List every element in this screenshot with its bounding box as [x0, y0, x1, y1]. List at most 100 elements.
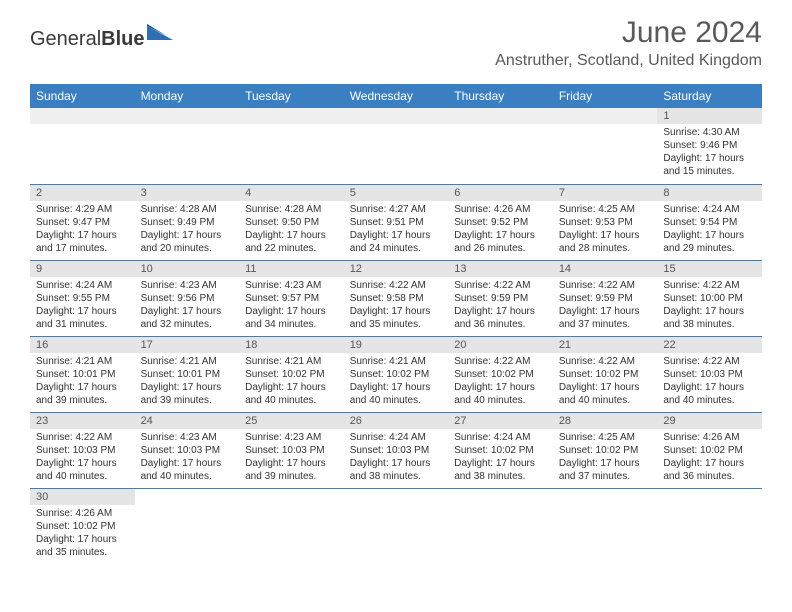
day-number: 19 — [344, 337, 449, 353]
day-details: Sunrise: 4:22 AMSunset: 9:59 PMDaylight:… — [553, 277, 658, 335]
page-header: GeneralBlue June 2024 Anstruther, Scotla… — [0, 0, 792, 74]
calendar-body: 1Sunrise: 4:30 AMSunset: 9:46 PMDaylight… — [30, 108, 762, 564]
location-subtitle: Anstruther, Scotland, United Kingdom — [495, 52, 762, 70]
day-number: 6 — [448, 185, 553, 201]
calendar-cell: 1Sunrise: 4:30 AMSunset: 9:46 PMDaylight… — [657, 108, 762, 184]
day-header: Monday — [135, 84, 240, 108]
empty-day-num — [344, 108, 449, 124]
day-number: 24 — [135, 413, 240, 429]
calendar-cell: 4Sunrise: 4:28 AMSunset: 9:50 PMDaylight… — [239, 184, 344, 260]
calendar-cell: 15Sunrise: 4:22 AMSunset: 10:00 PMDaylig… — [657, 260, 762, 336]
calendar-cell: 30Sunrise: 4:26 AMSunset: 10:02 PMDaylig… — [30, 488, 135, 564]
day-details: Sunrise: 4:29 AMSunset: 9:47 PMDaylight:… — [30, 201, 135, 259]
day-number: 11 — [239, 261, 344, 277]
calendar-cell: 28Sunrise: 4:25 AMSunset: 10:02 PMDaylig… — [553, 412, 658, 488]
day-number: 13 — [448, 261, 553, 277]
day-details: Sunrise: 4:30 AMSunset: 9:46 PMDaylight:… — [657, 124, 762, 182]
day-number: 21 — [553, 337, 658, 353]
day-number: 22 — [657, 337, 762, 353]
calendar-cell: 24Sunrise: 4:23 AMSunset: 10:03 PMDaylig… — [135, 412, 240, 488]
calendar-week: 30Sunrise: 4:26 AMSunset: 10:02 PMDaylig… — [30, 488, 762, 564]
day-details: Sunrise: 4:24 AMSunset: 10:02 PMDaylight… — [448, 429, 553, 487]
day-number: 9 — [30, 261, 135, 277]
brand-flag-icon — [147, 24, 173, 45]
calendar-week: 1Sunrise: 4:30 AMSunset: 9:46 PMDaylight… — [30, 108, 762, 184]
calendar-cell: 6Sunrise: 4:26 AMSunset: 9:52 PMDaylight… — [448, 184, 553, 260]
day-details: Sunrise: 4:28 AMSunset: 9:49 PMDaylight:… — [135, 201, 240, 259]
day-header: Wednesday — [344, 84, 449, 108]
day-header: Tuesday — [239, 84, 344, 108]
day-number: 20 — [448, 337, 553, 353]
calendar-cell: 2Sunrise: 4:29 AMSunset: 9:47 PMDaylight… — [30, 184, 135, 260]
empty-day-num — [448, 108, 553, 124]
day-details: Sunrise: 4:26 AMSunset: 9:52 PMDaylight:… — [448, 201, 553, 259]
day-details: Sunrise: 4:28 AMSunset: 9:50 PMDaylight:… — [239, 201, 344, 259]
day-details: Sunrise: 4:27 AMSunset: 9:51 PMDaylight:… — [344, 201, 449, 259]
day-details: Sunrise: 4:24 AMSunset: 9:54 PMDaylight:… — [657, 201, 762, 259]
calendar-cell: 9Sunrise: 4:24 AMSunset: 9:55 PMDaylight… — [30, 260, 135, 336]
empty-day-num — [30, 108, 135, 124]
day-details: Sunrise: 4:26 AMSunset: 10:02 PMDaylight… — [657, 429, 762, 487]
day-details: Sunrise: 4:24 AMSunset: 9:55 PMDaylight:… — [30, 277, 135, 335]
day-number: 3 — [135, 185, 240, 201]
calendar-cell: 29Sunrise: 4:26 AMSunset: 10:02 PMDaylig… — [657, 412, 762, 488]
day-header: Thursday — [448, 84, 553, 108]
day-details: Sunrise: 4:21 AMSunset: 10:01 PMDaylight… — [135, 353, 240, 411]
day-number: 1 — [657, 108, 762, 124]
calendar-cell: 5Sunrise: 4:27 AMSunset: 9:51 PMDaylight… — [344, 184, 449, 260]
calendar-cell: 21Sunrise: 4:22 AMSunset: 10:02 PMDaylig… — [553, 336, 658, 412]
day-header: Sunday — [30, 84, 135, 108]
title-block: June 2024 Anstruther, Scotland, United K… — [495, 16, 762, 70]
day-details: Sunrise: 4:23 AMSunset: 10:03 PMDaylight… — [239, 429, 344, 487]
day-details: Sunrise: 4:22 AMSunset: 10:03 PMDaylight… — [657, 353, 762, 411]
day-number: 15 — [657, 261, 762, 277]
day-number: 8 — [657, 185, 762, 201]
day-details: Sunrise: 4:25 AMSunset: 9:53 PMDaylight:… — [553, 201, 658, 259]
day-details: Sunrise: 4:23 AMSunset: 10:03 PMDaylight… — [135, 429, 240, 487]
calendar-cell: 11Sunrise: 4:23 AMSunset: 9:57 PMDayligh… — [239, 260, 344, 336]
day-header: Saturday — [657, 84, 762, 108]
calendar-cell: 7Sunrise: 4:25 AMSunset: 9:53 PMDaylight… — [553, 184, 658, 260]
calendar-cell — [239, 488, 344, 564]
calendar-cell: 3Sunrise: 4:28 AMSunset: 9:49 PMDaylight… — [135, 184, 240, 260]
calendar-cell — [448, 488, 553, 564]
day-details: Sunrise: 4:23 AMSunset: 9:56 PMDaylight:… — [135, 277, 240, 335]
day-number: 7 — [553, 185, 658, 201]
day-number: 10 — [135, 261, 240, 277]
calendar-cell — [30, 108, 135, 184]
calendar-cell — [553, 108, 658, 184]
calendar-week: 23Sunrise: 4:22 AMSunset: 10:03 PMDaylig… — [30, 412, 762, 488]
calendar-cell: 26Sunrise: 4:24 AMSunset: 10:03 PMDaylig… — [344, 412, 449, 488]
calendar-week: 16Sunrise: 4:21 AMSunset: 10:01 PMDaylig… — [30, 336, 762, 412]
calendar-week: 9Sunrise: 4:24 AMSunset: 9:55 PMDaylight… — [30, 260, 762, 336]
calendar-cell: 13Sunrise: 4:22 AMSunset: 9:59 PMDayligh… — [448, 260, 553, 336]
calendar-cell: 12Sunrise: 4:22 AMSunset: 9:58 PMDayligh… — [344, 260, 449, 336]
calendar-cell: 20Sunrise: 4:22 AMSunset: 10:02 PMDaylig… — [448, 336, 553, 412]
brand-text: GeneralBlue — [30, 28, 145, 51]
calendar-cell: 8Sunrise: 4:24 AMSunset: 9:54 PMDaylight… — [657, 184, 762, 260]
day-number: 16 — [30, 337, 135, 353]
calendar-week: 2Sunrise: 4:29 AMSunset: 9:47 PMDaylight… — [30, 184, 762, 260]
day-number: 27 — [448, 413, 553, 429]
day-details: Sunrise: 4:23 AMSunset: 9:57 PMDaylight:… — [239, 277, 344, 335]
day-number: 2 — [30, 185, 135, 201]
day-number: 29 — [657, 413, 762, 429]
calendar-cell — [448, 108, 553, 184]
calendar-cell — [657, 488, 762, 564]
empty-day-num — [239, 108, 344, 124]
day-number: 12 — [344, 261, 449, 277]
calendar-cell: 22Sunrise: 4:22 AMSunset: 10:03 PMDaylig… — [657, 336, 762, 412]
day-details: Sunrise: 4:21 AMSunset: 10:02 PMDaylight… — [344, 353, 449, 411]
day-number: 17 — [135, 337, 240, 353]
calendar-cell: 18Sunrise: 4:21 AMSunset: 10:02 PMDaylig… — [239, 336, 344, 412]
calendar-cell: 27Sunrise: 4:24 AMSunset: 10:02 PMDaylig… — [448, 412, 553, 488]
day-number: 4 — [239, 185, 344, 201]
calendar-table: SundayMondayTuesdayWednesdayThursdayFrid… — [30, 84, 762, 564]
month-title: June 2024 — [495, 16, 762, 50]
calendar-cell — [135, 488, 240, 564]
calendar-cell: 25Sunrise: 4:23 AMSunset: 10:03 PMDaylig… — [239, 412, 344, 488]
day-details: Sunrise: 4:22 AMSunset: 10:03 PMDaylight… — [30, 429, 135, 487]
day-header: Friday — [553, 84, 658, 108]
brand-part1: General — [30, 28, 101, 50]
day-details: Sunrise: 4:22 AMSunset: 10:02 PMDaylight… — [448, 353, 553, 411]
